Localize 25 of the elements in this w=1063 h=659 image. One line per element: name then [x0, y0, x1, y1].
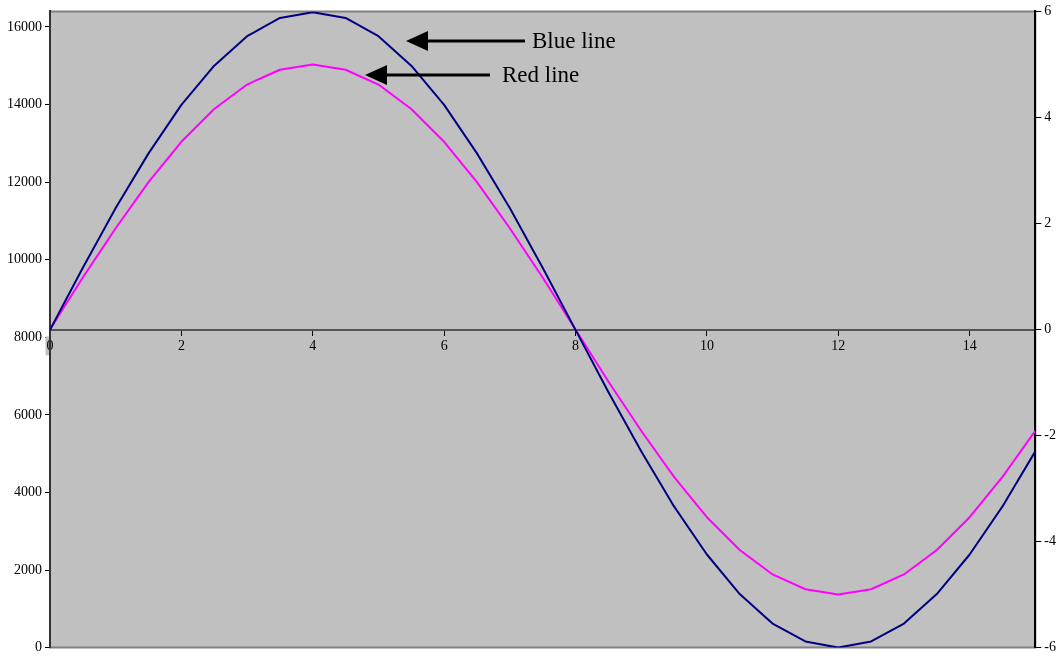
y-tick-label: 12000 [7, 173, 42, 189]
y-tick-label: 4000 [14, 484, 42, 500]
x-tick-label: 8 [572, 337, 580, 353]
y2-tick-label: -4 [1044, 533, 1057, 549]
y2-tick-label: -2 [1044, 427, 1057, 443]
y-tick-label: 10000 [7, 251, 42, 267]
x-tick-label: 2 [177, 337, 185, 353]
y2-tick-label: 2 [1044, 215, 1052, 231]
y-tick-label: 16000 [7, 18, 42, 34]
y-tick-label: 2000 [14, 561, 42, 577]
x-tick-label: 12 [831, 337, 846, 353]
x-tick-label: 6 [440, 337, 448, 353]
y2-tick-label: 4 [1044, 109, 1052, 125]
x-tick-label: 10 [699, 337, 714, 353]
x-tick-label: 4 [309, 337, 317, 353]
y-tick-label: 0 [35, 639, 42, 655]
x-tick-label: 14 [962, 337, 977, 353]
y2-tick-label: 6 [1044, 3, 1052, 19]
y2-tick-label: -6 [1044, 639, 1057, 655]
y-tick-label: 14000 [7, 96, 42, 112]
annotation: Blue line [532, 28, 616, 53]
y-tick-label: 6000 [14, 406, 42, 422]
y-tick-label: 8000 [14, 328, 42, 344]
annotation: Red line [502, 62, 580, 87]
y2-tick-label: 0 [1044, 321, 1052, 337]
